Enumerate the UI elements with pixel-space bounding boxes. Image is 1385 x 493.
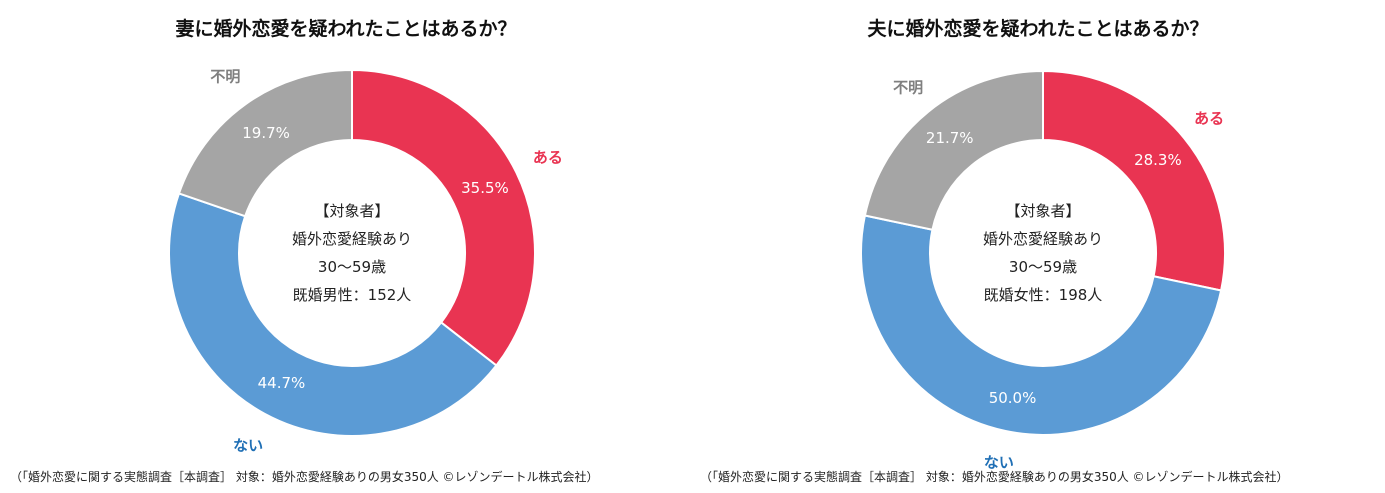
category-label-nai: ない [233,436,264,455]
data-label-nai: 44.7% [257,374,306,393]
center-line-count: 既婚女性：198人 [983,286,1103,304]
category-label-aru: ある [1194,109,1225,128]
chart-panel-husband: 夫に婚外恋愛を疑われたことはあるか？ 【対象者】 婚外恋愛経験あり 30～59歳… [692,0,1384,493]
center-label: 【対象者】 婚外恋愛経験あり 30～59歳 既婚女性：198人 [943,197,1143,309]
data-label-aru: 28.3% [1134,150,1182,169]
slice-nai [860,214,1223,436]
chart-panel-wife: 妻に婚外恋愛を疑われたことはあるか？ 【対象者】 婚外恋愛経験あり 30～59歳… [0,0,692,493]
slice-nai [168,192,498,437]
slice-fumei [177,68,353,218]
chart-title: 妻に婚外恋愛を疑われたことはあるか？ [175,18,517,40]
center-label: 【対象者】 婚外恋愛経験あり 30～59歳 既婚男性：152人 [252,197,452,309]
data-label-fumei: 21.7% [925,129,974,148]
category-label-fumei: 不明 [893,78,924,97]
source-note: （「婚外恋愛に関する実態調査［本調査］ 対象：婚外恋愛経験ありの男女350人 ©… [10,470,599,484]
source-note: （「婚外恋愛に関する実態調査［本調査］ 対象：婚外恋愛経験ありの男女350人 ©… [700,470,1289,484]
slice-aru [351,68,537,367]
data-label-fumei: 19.7% [242,123,290,142]
center-line-target: 【対象者】 [314,202,390,220]
center-line-experience: 婚外恋愛経験あり [291,230,412,248]
center-line-age: 30～59歳 [317,258,387,276]
data-label-aru: 35.5% [461,179,509,198]
center-line-target: 【対象者】 [1005,202,1081,220]
slice-aru [1042,69,1226,292]
slice-fumei [863,69,1044,231]
center-line-experience: 婚外恋愛経験あり [982,230,1103,248]
donut-chart [860,69,1226,436]
center-line-count: 既婚男性：152人 [292,286,412,304]
category-label-fumei: 不明 [210,67,241,85]
donut-chart [168,68,537,437]
data-label-nai: 50.0% [988,388,1037,407]
center-line-age: 30～59歳 [1008,258,1078,276]
category-label-nai: ない [983,453,1014,472]
category-label-aru: ある [532,148,563,167]
chart-title: 夫に婚外恋愛を疑われたことはあるか？ [867,18,1209,40]
